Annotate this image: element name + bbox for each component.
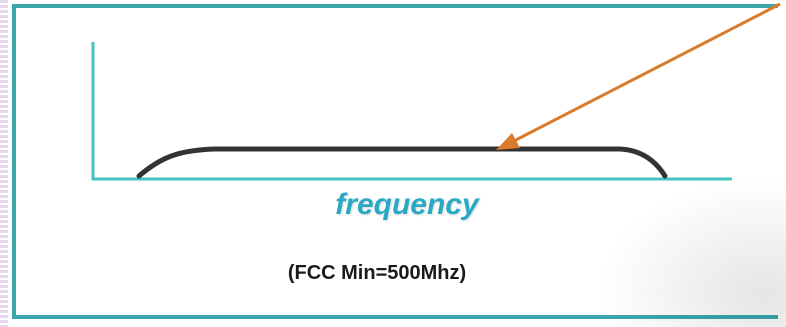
pointer-arrow-line (509, 2, 781, 145)
pointer-arrowhead (496, 133, 520, 150)
slide-frame (12, 4, 778, 319)
spectrum-curve (136, 146, 668, 179)
background-texture (566, 157, 786, 327)
fcc-note: (FCC Min=500Mhz) (287, 262, 467, 284)
decorative-strip (0, 0, 8, 327)
x-axis-label: frequency (335, 188, 479, 221)
